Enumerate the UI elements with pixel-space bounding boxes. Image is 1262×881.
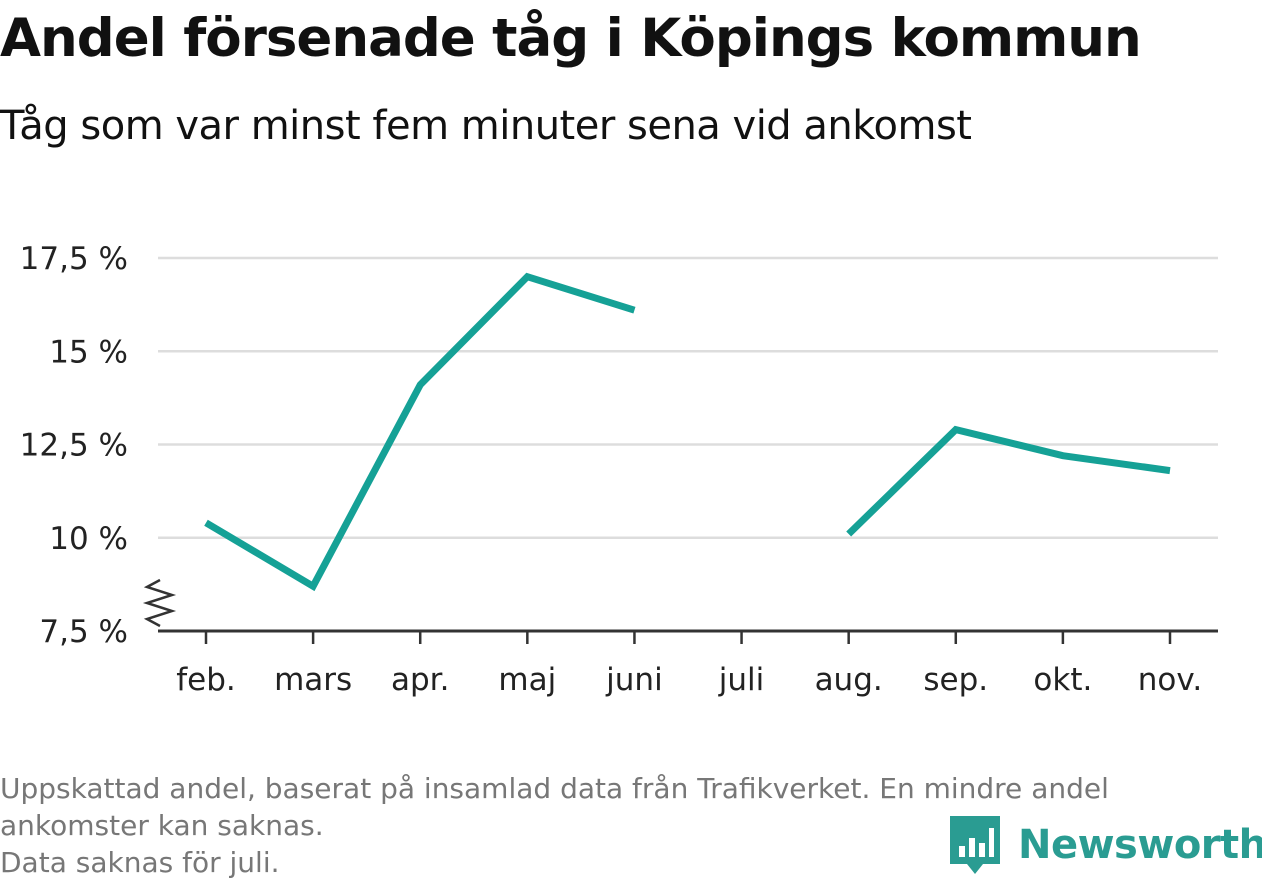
x-tick-label: aug.: [815, 662, 883, 698]
gridlines: [158, 256, 1218, 539]
x-tick-label: okt.: [1033, 662, 1092, 698]
brand-name: Newsworthy: [1018, 822, 1262, 868]
y-axis-ticks: 7,5 % 10 % 12,5 % 15 % 17,5 %: [20, 241, 128, 650]
chart-title: Andel försenade tåg i Köpings kommun: [0, 8, 1142, 69]
x-tick-label: feb.: [176, 662, 236, 698]
x-tick-label: sep.: [923, 662, 988, 698]
y-tick-label: 12,5 %: [20, 428, 128, 464]
bar-chart-speech-bubble-icon: [950, 816, 1000, 874]
x-tick-label: juni: [605, 662, 663, 698]
footer-note-line-2: ankomster kan saknas.: [0, 809, 324, 842]
series-line-segment: [204, 272, 636, 592]
series-lines: [204, 272, 1171, 592]
y-tick-label: 10 %: [49, 521, 128, 557]
x-tick-label: nov.: [1138, 662, 1202, 698]
y-tick-label: 15 %: [49, 334, 128, 370]
footer-note-line-1: Uppskattad andel, baserat på insamlad da…: [0, 772, 1109, 805]
brand-logo: Newsworthy: [950, 816, 1262, 874]
x-axis: [142, 578, 1218, 633]
x-axis-ticks: feb. mars apr. maj juni juli aug. sep. okt. nov.: [176, 631, 1202, 698]
y-tick-label: 17,5 %: [20, 241, 128, 277]
x-tick-label: mars: [274, 662, 352, 698]
x-tick-label: juli: [718, 662, 765, 698]
footer-note-line-3: Data saknas för juli.: [0, 846, 280, 879]
chart-subtitle: Tåg som var minst fem minuter sena vid a…: [0, 103, 972, 149]
x-tick-label: apr.: [391, 662, 449, 698]
axis-break-icon: [142, 578, 177, 628]
y-tick-label: 7,5 %: [39, 614, 128, 650]
series-line-segment: [846, 425, 1171, 537]
x-tick-label: maj: [498, 662, 556, 698]
footer: Uppskattad andel, baserat på insamlad da…: [0, 770, 1250, 881]
